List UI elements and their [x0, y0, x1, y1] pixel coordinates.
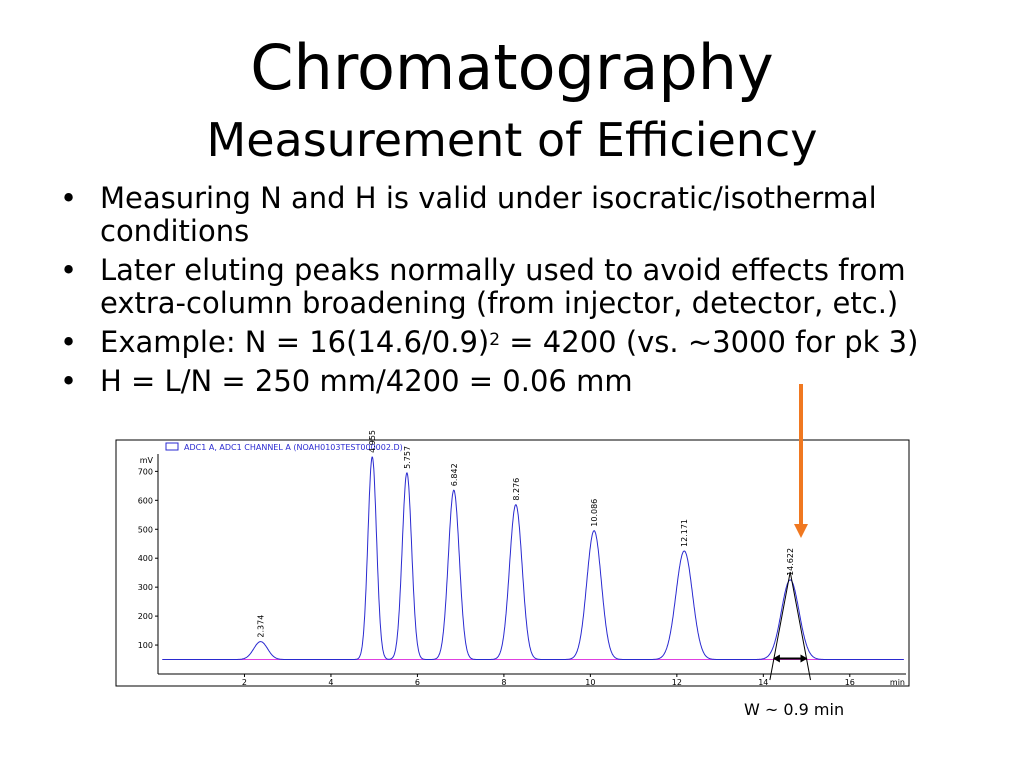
width-arrow-head-left [772, 654, 780, 663]
slide-title: Chromatography [250, 31, 774, 104]
bullet-superscript: 2 [489, 330, 501, 350]
x-axis-label: min [890, 678, 905, 687]
tangent-line-right [789, 571, 812, 681]
bullet-text: = 4200 (vs. ~3000 for pk 3) [500, 325, 919, 359]
bullet-item: Measuring N and H is valid under isocrat… [60, 182, 990, 248]
legend-swatch [165, 442, 179, 451]
tangent-line-left [769, 571, 791, 681]
bullet-item: H = L/N = 250 mm/4200 = 0.06 mm [60, 364, 990, 399]
peak-label-4: 6.842 [450, 463, 459, 486]
y-tick-label: 400 [138, 554, 153, 563]
width-note: W ~ 0.9 min [744, 700, 845, 719]
x-tick-label: 4 [328, 678, 333, 687]
x-tick-label: 6 [415, 678, 420, 687]
x-tick-label: 8 [501, 678, 506, 687]
x-tick-label: 12 [672, 678, 682, 687]
x-tick-label: 16 [845, 678, 855, 687]
width-arrow-head-right [800, 654, 808, 663]
slide-subtitle: Measurement of Efficiency [206, 113, 818, 167]
bullet-text: H = L/N = 250 mm/4200 = 0.06 mm [100, 364, 633, 398]
peak-label-5: 8.276 [512, 478, 521, 501]
legend-label: ADC1 A, ADC1 CHANNEL A (NOAH0103TEST0000… [184, 443, 403, 452]
peak-label-8: 14.622 [786, 548, 795, 576]
bullet-text: Later eluting peaks normally used to avo… [100, 253, 906, 320]
chromatogram-trace [162, 456, 904, 660]
bullet-list: Measuring N and H is valid under isocrat… [60, 182, 990, 404]
peak-label-6: 10.086 [590, 499, 599, 527]
y-tick-label: 500 [138, 525, 153, 534]
x-tick-label: 14 [758, 678, 768, 687]
bullet-item: Later eluting peaks normally used to avo… [60, 254, 990, 320]
x-tick-label: 10 [585, 678, 595, 687]
pointer-arrow-head [794, 524, 808, 538]
peak-label-3: 5.757 [403, 446, 412, 469]
peak-label-7: 12.171 [680, 519, 689, 547]
y-tick-label: 300 [138, 583, 153, 592]
y-tick-label: 200 [138, 612, 153, 621]
y-tick-label: 100 [138, 641, 153, 650]
peak-label-2: 4.955 [368, 430, 377, 453]
y-axis-label: mV [140, 456, 154, 465]
x-tick-label: 2 [242, 678, 247, 687]
peak-label-1: 2.374 [257, 615, 266, 638]
bullet-text: Measuring N and H is valid under isocrat… [100, 181, 877, 248]
bullet-item: Example: N = 16(14.6/0.9)2 = 4200 (vs. ~… [60, 325, 990, 360]
y-tick-label: 700 [138, 467, 153, 476]
y-tick-label: 600 [138, 496, 153, 505]
bullet-text: Example: N = 16(14.6/0.9) [100, 325, 490, 359]
